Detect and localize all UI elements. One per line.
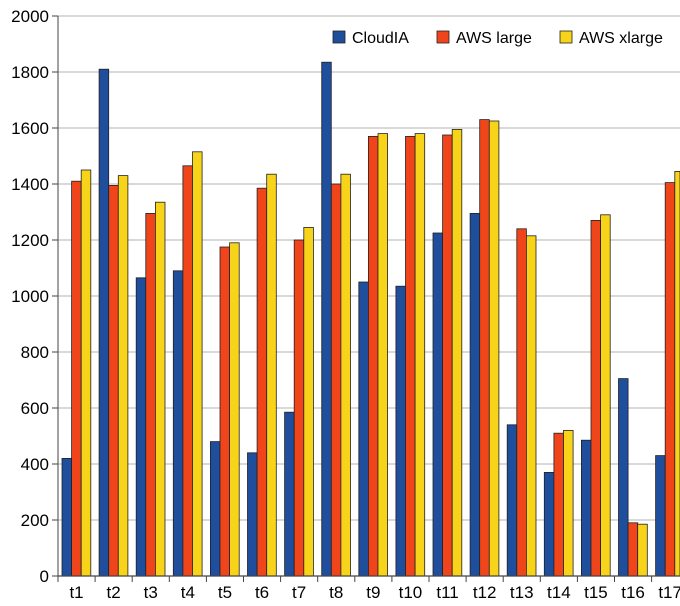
bar-aws-xlarge-t3	[154, 201, 166, 577]
bar-aws-xlarge-t9	[377, 133, 389, 577]
x-tick-label: t8	[329, 583, 343, 601]
x-tick-label: t13	[510, 583, 534, 601]
y-tick-label: 600	[21, 399, 49, 418]
bars	[61, 61, 680, 577]
y-tick-label: 400	[21, 455, 49, 474]
bar-aws-xlarge-t12	[488, 120, 500, 577]
bar-aws-large-t12	[479, 119, 490, 577]
bar-cloudia-t15	[581, 439, 592, 577]
bar-aws-large-t2	[108, 184, 119, 577]
x-tick-label: t7	[292, 583, 306, 601]
bar-cloudia-t13	[506, 424, 518, 577]
bar-cloudia-t6	[247, 452, 258, 577]
bar-aws-large-t13	[516, 228, 527, 577]
x-tick-label: t14	[547, 583, 571, 601]
bar-aws-xlarge-t16	[637, 523, 648, 577]
legend-label-cloudia: CloudIA	[352, 30, 409, 47]
y-tick-label: 1000	[11, 287, 49, 306]
bar-aws-xlarge-t13	[526, 235, 537, 577]
x-tick-label: t4	[181, 583, 195, 601]
bar-cloudia-t14	[543, 471, 555, 577]
bar-aws-xlarge-t15	[600, 214, 611, 577]
x-tick-label: t1	[69, 583, 83, 601]
legend-label-aws-large: AWS large	[456, 30, 532, 47]
x-tick-label: t16	[621, 583, 645, 601]
bar-aws-large-t5	[219, 246, 231, 577]
legend-swatch-aws-large	[436, 30, 450, 44]
bar-aws-large-t16	[627, 522, 639, 577]
bar-cloudia-t10	[395, 285, 406, 577]
legend-label-aws-xlarge: AWS xlarge	[579, 30, 663, 47]
bar-aws-xlarge-t17	[674, 170, 680, 577]
bar-cloudia-t17	[655, 455, 666, 577]
bar-aws-large-t1	[71, 180, 82, 577]
y-tick-label: 800	[21, 343, 49, 362]
x-tick-label: t15	[584, 583, 608, 601]
bar-aws-xlarge-t10	[414, 133, 426, 577]
bar-aws-xlarge-t6	[266, 173, 277, 577]
y-tick-label: 1600	[11, 119, 49, 138]
bar-cloudia-t1	[61, 457, 73, 577]
bar-cloudia-t3	[135, 277, 147, 577]
x-tick-label: t12	[473, 583, 497, 601]
bar-aws-xlarge-t2	[117, 175, 129, 577]
bar-aws-large-t9	[367, 135, 379, 577]
y-tick-label: 1200	[11, 231, 49, 250]
x-tick-label: t6	[255, 583, 269, 601]
bar-aws-large-t17	[664, 182, 676, 577]
x-axis-ticks: t1 t2 t3 t4 t5 t6 t7 t8 t9 t10 t11 t12 t13 t14 t15 t16 t…	[57, 576, 680, 602]
bar-aws-large-t6	[256, 187, 268, 577]
y-tick-label: 1400	[11, 175, 49, 194]
bar-aws-xlarge-t5	[229, 242, 240, 577]
bar-aws-xlarge-t7	[303, 226, 314, 577]
bar-cloudia-t8	[321, 61, 332, 577]
y-tick-label: 200	[21, 511, 49, 530]
bar-aws-large-t10	[405, 135, 416, 577]
bar-aws-xlarge-t1	[80, 169, 92, 577]
bar-cloudia-t7	[284, 411, 295, 577]
legend-swatch-cloudia	[332, 30, 346, 44]
y-tick-label: 2000	[11, 7, 49, 26]
bar-cloudia-t11	[432, 232, 444, 577]
y-tick-label: 1800	[11, 63, 49, 82]
bar-aws-xlarge-t11	[451, 128, 463, 577]
legend: CloudIA AWS large AWS xlarge	[332, 30, 663, 47]
bar-cloudia-t16	[618, 378, 629, 577]
y-axis-ticks: 0 200 400 600 800 1000 1200 1400 1600 1800 2000	[11, 7, 49, 586]
x-tick-label: t2	[107, 583, 121, 601]
bar-aws-large-t7	[293, 239, 305, 577]
x-tick-label: t9	[366, 583, 380, 601]
bar-cloudia-t5	[209, 441, 221, 577]
bar-aws-large-t11	[442, 134, 453, 577]
bar-aws-xlarge-t4	[192, 151, 203, 577]
bar-aws-large-t15	[590, 219, 602, 577]
x-tick-label: t5	[218, 583, 232, 601]
legend-swatch-aws-xlarge	[559, 30, 573, 44]
bar-aws-large-t3	[145, 212, 156, 577]
y-tick-label: 0	[40, 567, 49, 586]
bar-aws-large-t8	[330, 183, 342, 577]
x-tick-label: t10	[399, 583, 423, 601]
bar-cloudia-t12	[469, 212, 481, 577]
bar-cloudia-t2	[98, 68, 110, 577]
x-tick-label: t3	[144, 583, 158, 601]
bar-cloudia-t4	[172, 270, 184, 577]
x-tick-label: t11	[436, 583, 458, 601]
bar-aws-xlarge-t8	[340, 173, 351, 577]
x-tick-label: t17	[658, 583, 680, 601]
bar-aws-large-t4	[182, 165, 193, 577]
bar-aws-xlarge-t14	[563, 429, 574, 577]
bar-cloudia-t9	[358, 281, 369, 577]
bar-aws-large-t14	[553, 432, 564, 577]
